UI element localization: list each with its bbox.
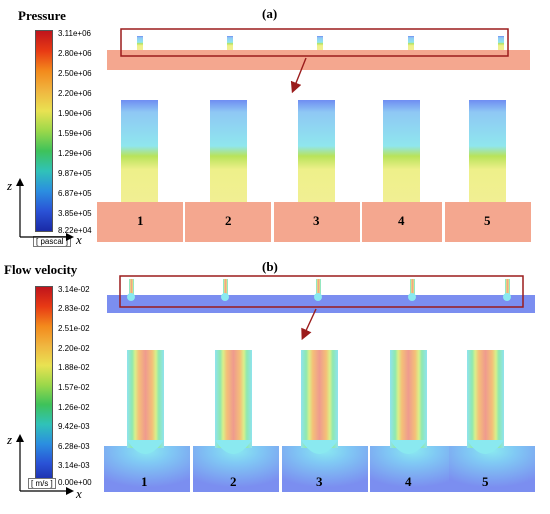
pressure-tick: 1.90e+06 [58,109,92,118]
pressure-tick: 2.50e+06 [58,69,92,78]
velocity-tick: 2.20e-02 [58,344,90,353]
velocity-tick: 6.28e-03 [58,442,90,451]
pressure-tick: 1.29e+06 [58,149,92,158]
axis-indicator-b [16,434,74,495]
panel-b-label: (b) [262,259,278,274]
pressure-legend-title: Pressure [18,8,66,23]
velocity-tick: 1.26e-02 [58,403,90,412]
pressure-tick: 8.22e+04 [58,226,92,235]
pressure-tick: 2.20e+06 [58,89,92,98]
pressure-tick: 3.11e+06 [58,29,91,38]
pressure-zoom-channels [97,100,531,242]
velocity-tick: 0.00e+00 [58,478,92,487]
channel-label: 4 [405,474,412,489]
channel-label: 3 [313,213,320,228]
velocity-inset-channels [127,279,511,301]
velocity-tick: 1.57e-02 [58,383,90,392]
pressure-colorbar [35,30,53,232]
channel-label: 1 [141,474,148,489]
velocity-tick: 9.42e-03 [58,422,90,431]
channel-label: 1 [137,213,144,228]
channel-label: 5 [484,213,491,228]
channel-label: 2 [225,213,232,228]
velocity-zoom-arrow [301,308,317,341]
velocity-unit: [ m/s ] [28,478,56,489]
pressure-zoom-arrow [290,57,307,94]
velocity-inset-strip [107,295,535,313]
velocity-tick: 2.83e-02 [58,304,90,313]
channel-label: 2 [230,474,237,489]
channel-label: 3 [316,474,323,489]
velocity-legend-title: Flow velocity [4,262,78,277]
pressure-tick: 6.87e+05 [58,189,92,198]
velocity-zoom-channels [104,350,535,492]
velocity-tick: 1.88e-02 [58,363,90,372]
velocity-tick: 2.51e-02 [58,324,90,333]
pressure-inset-box [120,28,509,57]
axis-z-label-a: z [7,178,13,193]
pressure-inset-channels [137,36,504,50]
pressure-tick: 1.59e+06 [58,129,92,138]
axis-x-label-a: x [76,232,82,247]
velocity-tick: 3.14e-02 [58,285,90,294]
pressure-tick: 3.85e+05 [58,209,92,218]
pressure-inset-strip [107,50,530,70]
pressure-tick: 9.87e+05 [58,169,92,178]
axis-x-label-b: x [76,486,82,501]
channel-label: 4 [398,213,405,228]
panel-a-label: (a) [262,6,278,21]
axis-z-label-b: z [7,432,13,447]
velocity-inset-box [119,275,524,308]
pressure-tick: 2.80e+06 [58,49,92,58]
axis-indicator-a [16,178,74,241]
channel-label: 5 [482,474,489,489]
velocity-tick: 3.14e-03 [58,461,90,470]
